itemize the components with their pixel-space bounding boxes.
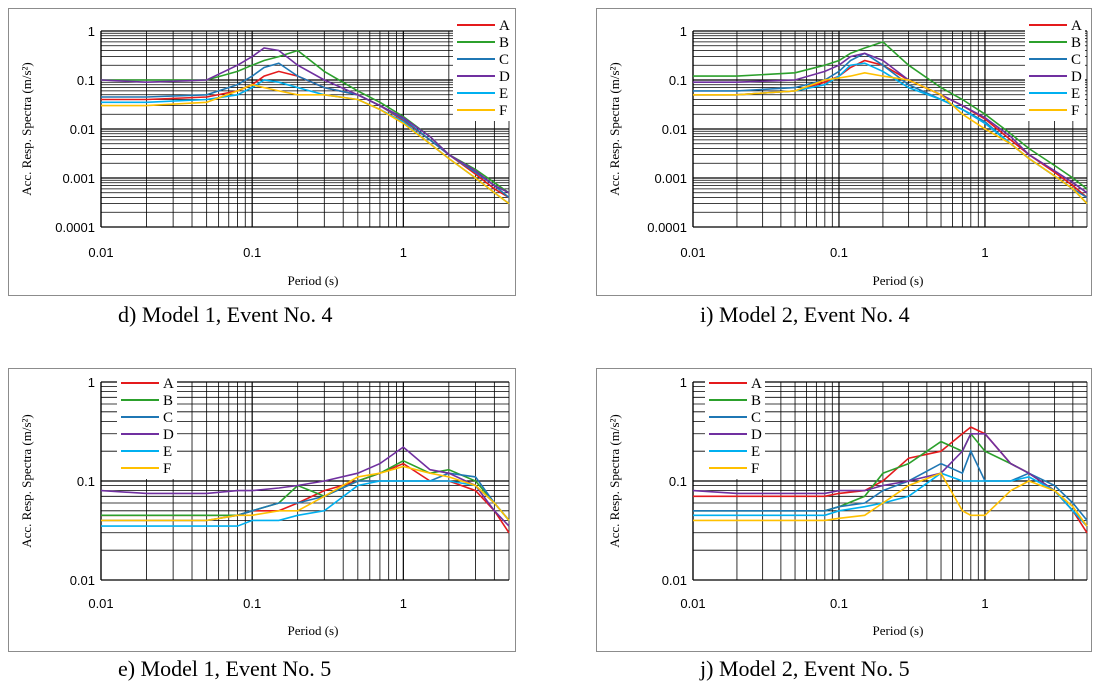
series-line-F <box>693 71 1088 205</box>
legend-label-D: D <box>751 427 762 443</box>
x-tick-label: 1 <box>400 245 407 260</box>
x-tick-label: 0.01 <box>88 596 113 611</box>
y-tick-label: 1 <box>88 375 95 390</box>
x-tick-label: 0.1 <box>243 596 261 611</box>
x-tick-label: 0.1 <box>243 245 261 260</box>
grid <box>100 30 510 228</box>
y-tick-label: 0.01 <box>662 573 687 588</box>
x-tick-label: 1 <box>400 596 407 611</box>
legend-background <box>1025 15 1085 121</box>
y-axis-label: Acc. Resp. Spectra (m/s²) <box>607 414 622 548</box>
series-line-B <box>101 49 510 194</box>
legend-label-F: F <box>163 461 171 477</box>
legend-label-A: A <box>751 376 762 392</box>
legend-label-B: B <box>163 393 173 409</box>
x-tick-label: 1 <box>981 596 988 611</box>
series-line-C <box>693 449 1088 521</box>
x-axis-label: Period (s) <box>873 623 924 638</box>
chart-frame-e: 0.01 0.1 1 0.01 0.1 1 Period (s) Acc. Resp. Spe… <box>8 368 516 652</box>
y-tick-label: 0.1 <box>77 474 95 489</box>
legend-label-E: E <box>1071 86 1080 102</box>
x-tick-label: 1 <box>981 245 988 260</box>
legend-label-E: E <box>499 86 508 102</box>
y-axis-label: Acc. Resp. Spectra (m/s²) <box>19 414 34 548</box>
legend-label-A: A <box>499 18 510 34</box>
series-line-C <box>101 62 510 199</box>
y-tick-label: 0.001 <box>654 171 687 186</box>
legend-background <box>453 15 513 121</box>
grid <box>692 30 1088 228</box>
y-tick-label: 0.1 <box>669 474 687 489</box>
chart-frame-j: 0.01 0.1 1 0.01 0.1 1 Period (s) Acc. Resp. Spe… <box>596 368 1092 652</box>
series-line-D <box>100 446 510 527</box>
series-line-B <box>693 40 1088 190</box>
legend-label-F: F <box>499 103 507 119</box>
x-axis-label: Period (s) <box>288 273 339 288</box>
legend-label-F: F <box>1071 103 1079 119</box>
legend-label-A: A <box>1071 18 1082 34</box>
caption-i: i) Model 2, Event No. 4 <box>700 302 910 327</box>
legend-label-E: E <box>751 444 760 460</box>
x-tick-label: 0.1 <box>830 245 848 260</box>
x-tick-label: 0.1 <box>830 596 848 611</box>
x-tick-label: 0.01 <box>88 245 113 260</box>
legend-label-D: D <box>1071 69 1082 85</box>
caption-e: e) Model 1, Event No. 5 <box>118 656 332 681</box>
legend-label-C: C <box>499 52 509 68</box>
legend-label-C: C <box>163 410 173 426</box>
y-tick-label: 1 <box>680 24 687 39</box>
legend-label-E: E <box>163 444 172 460</box>
y-axis-label: Acc. Resp. Spectra (m/s²) <box>607 62 622 196</box>
chart-svg-e: 0.01 0.1 1 0.01 0.1 1 Period (s) Acc. Resp. Spe… <box>19 373 510 638</box>
legend-label-A: A <box>163 376 174 392</box>
y-tick-label: 0.0001 <box>55 220 95 235</box>
legend-label-D: D <box>499 69 510 85</box>
y-tick-label: 0.01 <box>70 122 95 137</box>
legend-label-D: D <box>163 427 174 443</box>
legend-label-B: B <box>499 35 509 51</box>
y-tick-label: 1 <box>88 24 95 39</box>
legend-label-B: B <box>1071 35 1081 51</box>
y-tick-label: 0.01 <box>662 122 687 137</box>
legend-background <box>117 373 177 479</box>
caption-d: d) Model 1, Event No. 4 <box>118 302 333 327</box>
y-tick-label: 1 <box>680 375 687 390</box>
chart-frame-i: 0.0001 0.001 0.01 0.1 1 0.01 0.1 1 Period (s) Acc… <box>596 8 1092 296</box>
series-line-F <box>101 465 510 522</box>
series-line-D <box>100 47 510 194</box>
legend-label-C: C <box>751 410 761 426</box>
chart-svg-j: 0.01 0.1 1 0.01 0.1 1 Period (s) Acc. Resp. Spe… <box>607 373 1088 638</box>
x-axis-label: Period (s) <box>873 273 924 288</box>
y-tick-label: 0.1 <box>77 73 95 88</box>
x-axis-label: Period (s) <box>288 623 339 638</box>
series-line-F <box>693 472 1088 527</box>
y-axis-label: Acc. Resp. Spectra (m/s²) <box>19 62 34 196</box>
chart-svg-i: 0.0001 0.001 0.01 0.1 1 0.01 0.1 1 Period (s) Acc… <box>607 15 1088 288</box>
series-line-E <box>101 480 510 527</box>
x-tick-label: 0.01 <box>680 245 705 260</box>
chart-svg-d: 0.0001 0.001 0.01 0.1 1 0.01 0.1 1 Period (s) Acc… <box>19 15 513 288</box>
chart-frame-d: 0.0001 0.001 0.01 0.1 1 0.01 0.1 1 Period (s) Acc… <box>8 8 516 296</box>
legend-label-C: C <box>1071 52 1081 68</box>
y-tick-label: 0.001 <box>62 171 95 186</box>
y-tick-label: 0.1 <box>669 73 687 88</box>
legend-label-F: F <box>751 461 759 477</box>
y-tick-label: 0.0001 <box>647 220 687 235</box>
series-line-F <box>101 83 510 205</box>
y-tick-label: 0.01 <box>70 573 95 588</box>
legend-background <box>705 373 765 479</box>
x-tick-label: 0.01 <box>680 596 705 611</box>
legend-label-B: B <box>751 393 761 409</box>
caption-j: j) Model 2, Event No. 5 <box>700 656 910 681</box>
